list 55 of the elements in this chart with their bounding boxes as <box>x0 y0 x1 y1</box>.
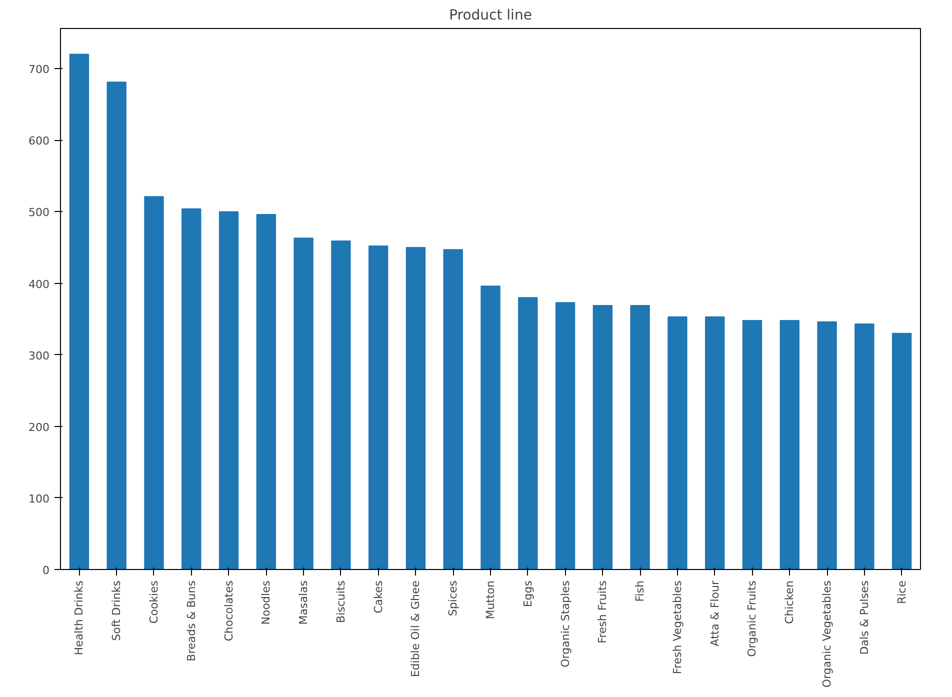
bar <box>854 324 874 570</box>
y-tick-label: 0 <box>42 564 50 577</box>
y-tick-label: 600 <box>28 134 50 148</box>
x-tick-label: Fish <box>634 580 647 602</box>
bar <box>218 211 239 570</box>
x-tick-label: Chocolates <box>222 580 236 642</box>
bar <box>406 246 426 570</box>
y-tick-label: 300 <box>28 349 50 362</box>
x-tick-label: Organic Fruits <box>746 580 759 657</box>
bar <box>480 286 500 570</box>
x-tick-label: Cakes <box>372 580 385 614</box>
x-tick-label: Chicken <box>783 580 796 624</box>
chart-title: Product line <box>449 8 532 24</box>
bar <box>294 238 314 570</box>
x-tick-label: Edible Oil & Ghee <box>409 580 422 678</box>
bar <box>780 320 800 570</box>
x-tick-label: Rice <box>895 580 908 604</box>
x-tick-label: Spices <box>446 580 460 616</box>
x-tick-label: Masalas <box>297 580 310 625</box>
bar <box>368 246 388 570</box>
y-tick-label: 100 <box>28 492 50 506</box>
bar <box>518 297 538 570</box>
bar <box>817 321 837 570</box>
bar <box>705 316 725 570</box>
x-tick-label: Eggs <box>521 580 534 608</box>
x-tick-label: Noodles <box>260 580 273 625</box>
bar <box>668 316 688 570</box>
bar <box>742 320 762 570</box>
x-tick-label: Atta & Flour <box>708 580 722 646</box>
x-tick-label: Breads & Buns <box>184 580 198 662</box>
bar <box>443 249 463 570</box>
bar <box>144 196 164 570</box>
bar <box>555 302 576 570</box>
x-tick-label: Soft Drinks <box>110 580 124 641</box>
x-tick-label: Organic Vegetables <box>820 580 834 688</box>
x-tick-label: Biscuits <box>334 580 348 623</box>
bar <box>182 208 202 570</box>
y-tick-label: 500 <box>28 206 50 220</box>
x-tick-label: Fresh Fruits <box>596 580 610 644</box>
bar <box>69 54 90 570</box>
x-tick-label: Health Drinks <box>72 580 86 656</box>
y-tick-label: 700 <box>28 63 50 76</box>
y-tick-label: 400 <box>28 278 50 291</box>
bar <box>256 214 276 570</box>
x-tick-label: Fresh Vegetables <box>670 580 684 674</box>
x-tick-label: Dals & Pulses <box>858 580 871 655</box>
bar <box>592 304 613 570</box>
bar <box>892 332 912 570</box>
bar <box>106 82 126 570</box>
bar <box>630 304 650 570</box>
bar <box>331 240 351 570</box>
x-tick-label: Organic Staples <box>558 580 572 668</box>
x-tick-label: Cookies <box>147 580 160 624</box>
y-tick-label: 200 <box>28 420 50 434</box>
x-tick-label: Mutton <box>484 580 497 620</box>
